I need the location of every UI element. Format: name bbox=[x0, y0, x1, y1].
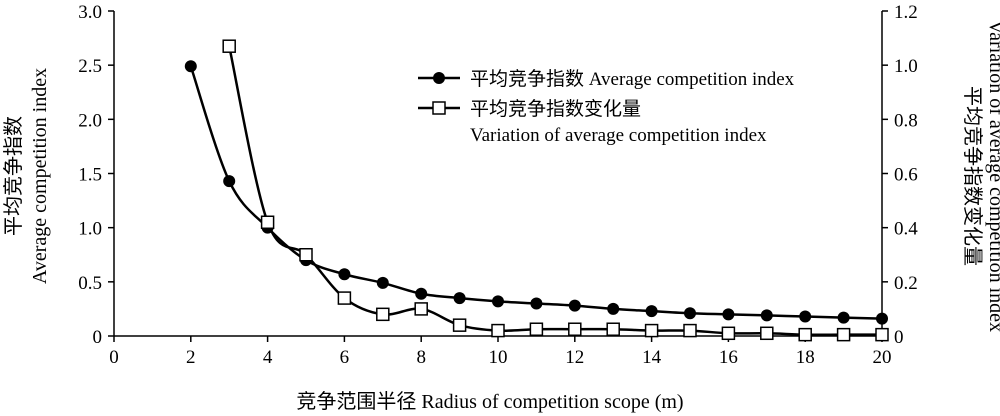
left-tick-label: 0 bbox=[93, 327, 103, 348]
axes: 0 2 4 6 8 10 12 14 16 18 2000.51.01.52.02.53.000.2… bbox=[78, 2, 918, 368]
x-axis-title: 竞争范围半径 Radius of competition scope (m) bbox=[296, 390, 683, 413]
average-point bbox=[223, 175, 236, 188]
left-tick-label: 1.0 bbox=[78, 219, 102, 240]
right-axis-title-line2: Variation of average competition index bbox=[985, 20, 1000, 332]
right-tick-label: 0.4 bbox=[894, 219, 918, 240]
variation-point bbox=[683, 323, 697, 338]
variation-point bbox=[798, 327, 812, 342]
average-point bbox=[799, 310, 812, 323]
variation-point bbox=[337, 291, 352, 305]
average-point bbox=[184, 60, 197, 73]
average-point bbox=[645, 305, 658, 318]
right-axis-title-line1: 平均竞争指数变化量 bbox=[961, 86, 984, 266]
x-tick-label: 0 bbox=[109, 347, 119, 368]
x-tick-label: 6 bbox=[340, 347, 350, 368]
variation-point bbox=[222, 39, 236, 53]
right-tick-label: 1.2 bbox=[894, 2, 918, 23]
variation-point bbox=[721, 326, 736, 341]
average-point bbox=[876, 312, 888, 325]
legend-average-marker bbox=[433, 72, 445, 84]
left-tick-label: 3.0 bbox=[78, 2, 102, 23]
variation-point bbox=[875, 327, 889, 342]
variation-point bbox=[376, 307, 390, 322]
right-tick-label: 0.2 bbox=[894, 273, 918, 294]
left-axis-title-line2: Average competition index bbox=[29, 68, 51, 284]
variation-point bbox=[644, 323, 659, 338]
x-tick-label: 12 bbox=[565, 347, 584, 368]
variation-point bbox=[836, 327, 851, 342]
x-tick-label: 4 bbox=[263, 347, 273, 368]
legend-variation-label-line2: Variation of average competition index bbox=[470, 125, 767, 146]
x-tick-label: 14 bbox=[642, 347, 662, 368]
variation-point bbox=[760, 326, 774, 341]
x-tick-label: 20 bbox=[873, 347, 892, 368]
average-point bbox=[492, 295, 504, 308]
x-tick-label: 18 bbox=[796, 347, 815, 368]
x-tick-label: 10 bbox=[489, 347, 508, 368]
variation-point bbox=[260, 215, 275, 229]
average-point bbox=[415, 287, 428, 300]
average-point bbox=[453, 292, 466, 305]
average-point bbox=[722, 308, 735, 321]
average-point bbox=[607, 302, 620, 315]
average-point bbox=[568, 299, 581, 312]
left-tick-label: 2.0 bbox=[78, 110, 102, 131]
variation-point bbox=[414, 302, 428, 316]
x-tick-label: 16 bbox=[719, 347, 738, 368]
average-point bbox=[376, 276, 389, 289]
right-tick-label: 1.0 bbox=[894, 56, 918, 77]
variation-point bbox=[452, 318, 467, 332]
average-point bbox=[530, 297, 543, 310]
variation-point bbox=[606, 322, 620, 336]
average-point bbox=[837, 311, 850, 324]
average-point bbox=[684, 307, 696, 320]
left-tick-label: 2.5 bbox=[78, 56, 102, 77]
legend: 平均竞争指数 Average competition index 平均竞争指数变化… bbox=[418, 68, 795, 146]
left-axis-title-line1: 平均竞争指数 bbox=[2, 116, 25, 236]
variation-point bbox=[299, 248, 313, 262]
legend-variation-marker bbox=[432, 101, 446, 115]
legend-variation-label-line1: 平均竞争指数变化量 bbox=[470, 98, 641, 120]
right-tick-label: 0 bbox=[894, 327, 904, 348]
average-point bbox=[760, 309, 773, 322]
average-point bbox=[338, 268, 351, 281]
right-tick-label: 0.6 bbox=[894, 165, 918, 186]
left-tick-label: 1.5 bbox=[78, 165, 102, 186]
right-tick-label: 0.8 bbox=[894, 110, 918, 131]
series-layer bbox=[184, 39, 889, 342]
legend-average-label: 平均竞争指数 Average competition index bbox=[470, 68, 795, 90]
variation-point bbox=[529, 322, 544, 336]
x-tick-label: 8 bbox=[416, 347, 426, 368]
variation-point bbox=[491, 323, 505, 338]
left-tick-label: 0.5 bbox=[78, 273, 102, 294]
x-tick-label: 2 bbox=[186, 347, 196, 368]
variation-point bbox=[568, 322, 582, 336]
